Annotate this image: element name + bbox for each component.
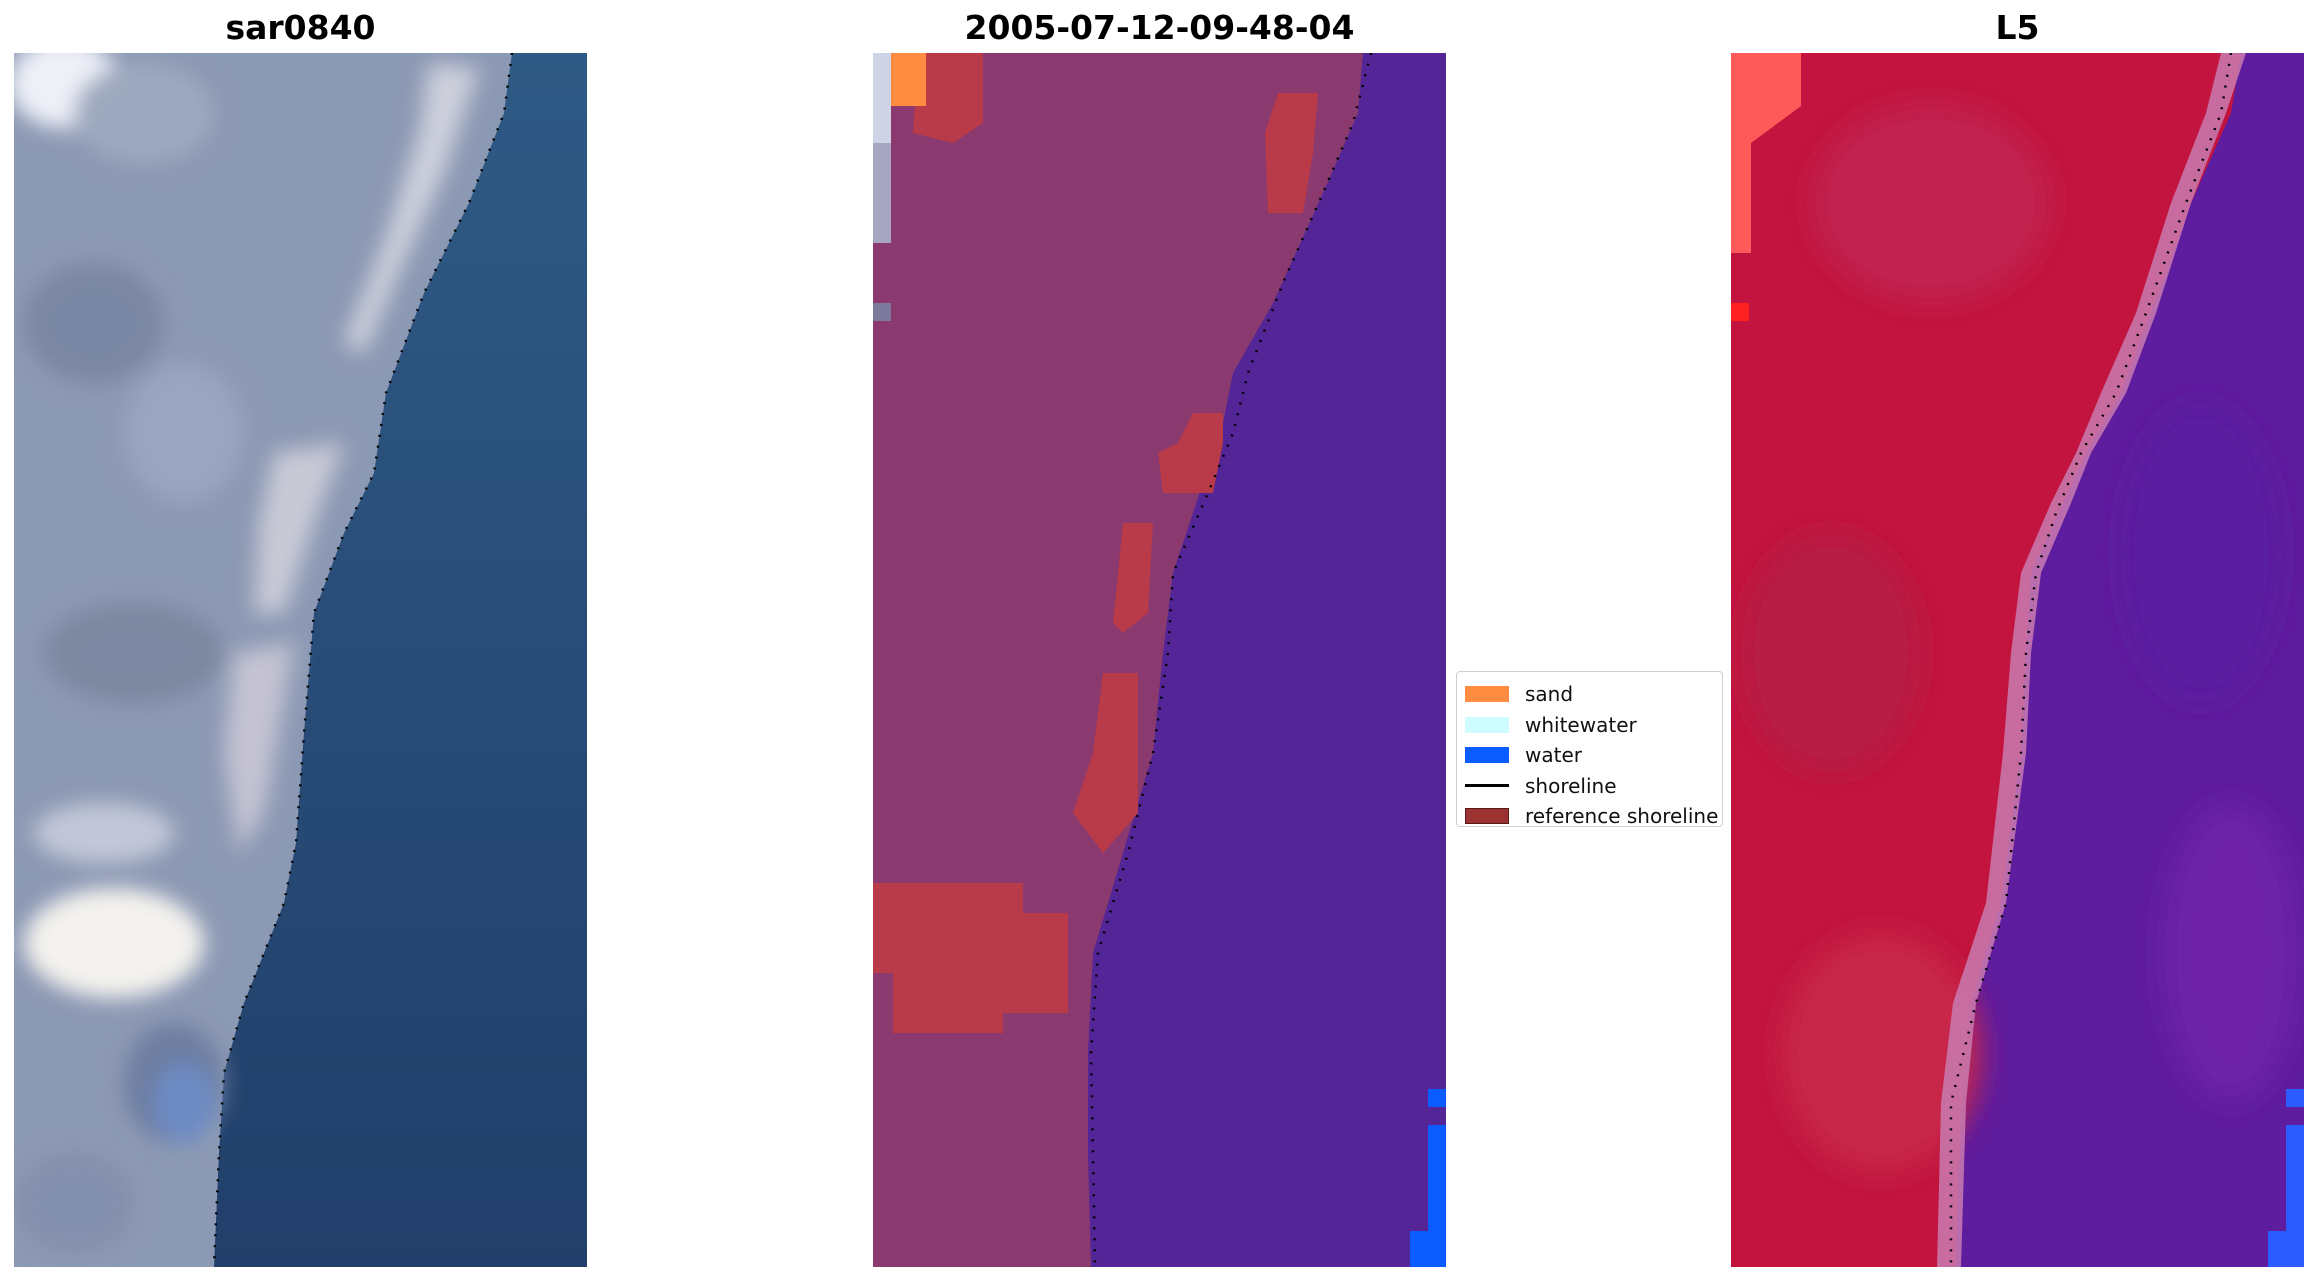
legend-item-reference-shoreline: reference shoreline [1465,801,1722,832]
sand-patch [1073,673,1138,853]
legend-item-sand: sand [1465,679,1722,710]
legend-item-whitewater: whitewater [1465,710,1722,741]
legend-item-shoreline: shoreline [1465,771,1722,802]
sand-patch [1265,93,1318,213]
index-image-panel [1731,53,2304,1267]
legend-label: reference shoreline [1525,804,1719,829]
panel-title-classified: 2005-07-12-09-48-04 [964,8,1355,47]
legend-label: whitewater [1525,712,1637,737]
legend: sand whitewater water shoreline referenc… [1456,671,1723,828]
panel-title-rgb: sar0840 [225,8,376,47]
sand-patch [1158,413,1223,493]
panel-title-index: L5 [1995,8,2040,47]
legend-swatch-sand [1465,686,1509,703]
sand-patch [873,883,1068,1033]
legend-swatch-whitewater [1465,716,1509,733]
classified-image [873,53,1446,1267]
legend-label: sand [1525,682,1574,707]
legend-label: water [1525,743,1582,768]
shoreline-line [212,53,514,1267]
legend-line-shoreline [1465,784,1509,788]
legend-label: shoreline [1525,773,1617,798]
rgb-image [14,53,587,1267]
legend-swatch-water [1465,747,1509,764]
rgb-image-panel [14,53,587,1267]
shoreline-line [1949,53,2233,1267]
shoreline-line [1089,53,1373,1267]
index-image [1731,53,2304,1267]
legend-item-water: water [1465,740,1722,771]
sand-patch [1113,523,1153,633]
legend-swatch-reference-shoreline [1465,808,1509,825]
sand-patch [913,53,983,143]
classified-image-panel [873,53,1446,1267]
